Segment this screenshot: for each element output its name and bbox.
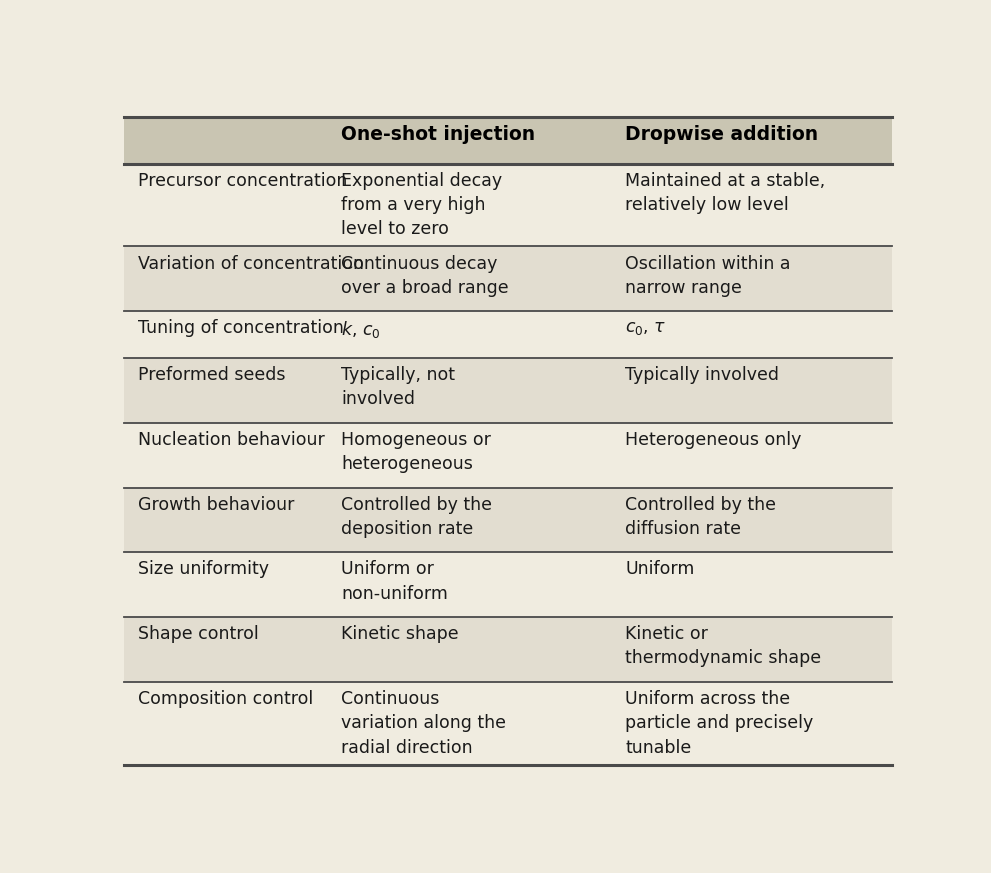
Bar xyxy=(611,246,892,312)
Text: Uniform: Uniform xyxy=(625,560,695,579)
Text: Continuous
variation along the
radial direction: Continuous variation along the radial di… xyxy=(341,690,506,757)
Text: $c_0$, $\tau$: $c_0$, $\tau$ xyxy=(625,320,667,337)
Bar xyxy=(611,682,892,765)
Bar xyxy=(611,312,892,358)
Bar xyxy=(327,553,611,617)
Bar xyxy=(327,312,611,358)
Bar xyxy=(611,553,892,617)
Bar xyxy=(327,163,611,246)
Bar xyxy=(327,423,611,487)
Bar xyxy=(124,617,327,682)
Bar xyxy=(327,682,611,765)
Bar xyxy=(611,617,892,682)
Text: Size uniformity: Size uniformity xyxy=(138,560,269,579)
Bar xyxy=(124,487,327,553)
Text: Composition control: Composition control xyxy=(138,690,313,708)
Bar xyxy=(124,358,327,423)
Text: Preformed seeds: Preformed seeds xyxy=(138,366,285,384)
Text: Maintained at a stable,
relatively low level: Maintained at a stable, relatively low l… xyxy=(625,172,826,214)
Text: Typically involved: Typically involved xyxy=(625,366,779,384)
Bar xyxy=(327,358,611,423)
Text: Kinetic or
thermodynamic shape: Kinetic or thermodynamic shape xyxy=(625,625,822,668)
Text: Oscillation within a
narrow range: Oscillation within a narrow range xyxy=(625,255,791,297)
Text: Uniform or
non-uniform: Uniform or non-uniform xyxy=(341,560,448,602)
Text: Controlled by the
diffusion rate: Controlled by the diffusion rate xyxy=(625,496,776,538)
Bar xyxy=(124,246,327,312)
Text: Exponential decay
from a very high
level to zero: Exponential decay from a very high level… xyxy=(341,172,502,238)
Text: Precursor concentration: Precursor concentration xyxy=(138,172,347,189)
Text: Controlled by the
deposition rate: Controlled by the deposition rate xyxy=(341,496,493,538)
Bar xyxy=(327,246,611,312)
Bar xyxy=(611,163,892,246)
Text: One-shot injection: One-shot injection xyxy=(341,125,535,144)
Bar xyxy=(327,487,611,553)
Bar xyxy=(611,358,892,423)
Text: Uniform across the
particle and precisely
tunable: Uniform across the particle and precisel… xyxy=(625,690,814,757)
Text: Nucleation behaviour: Nucleation behaviour xyxy=(138,430,324,449)
Bar xyxy=(124,553,327,617)
Bar xyxy=(124,163,327,246)
Text: Dropwise addition: Dropwise addition xyxy=(625,125,819,144)
Text: Heterogeneous only: Heterogeneous only xyxy=(625,430,802,449)
Bar xyxy=(327,117,611,163)
Bar xyxy=(124,312,327,358)
Text: Growth behaviour: Growth behaviour xyxy=(138,496,294,513)
Bar xyxy=(124,682,327,765)
Bar xyxy=(611,487,892,553)
Bar xyxy=(611,423,892,487)
Bar xyxy=(327,617,611,682)
Text: Homogeneous or
heterogeneous: Homogeneous or heterogeneous xyxy=(341,430,492,473)
Text: Continuous decay
over a broad range: Continuous decay over a broad range xyxy=(341,255,508,297)
Text: Tuning of concentration: Tuning of concentration xyxy=(138,320,344,337)
Bar xyxy=(611,117,892,163)
Bar xyxy=(124,117,327,163)
Text: Typically, not
involved: Typically, not involved xyxy=(341,366,455,409)
Text: $k$, $c_0$: $k$, $c_0$ xyxy=(341,320,381,340)
Bar xyxy=(124,423,327,487)
Text: Variation of concentration: Variation of concentration xyxy=(138,255,364,272)
Text: Shape control: Shape control xyxy=(138,625,259,643)
Text: Kinetic shape: Kinetic shape xyxy=(341,625,459,643)
